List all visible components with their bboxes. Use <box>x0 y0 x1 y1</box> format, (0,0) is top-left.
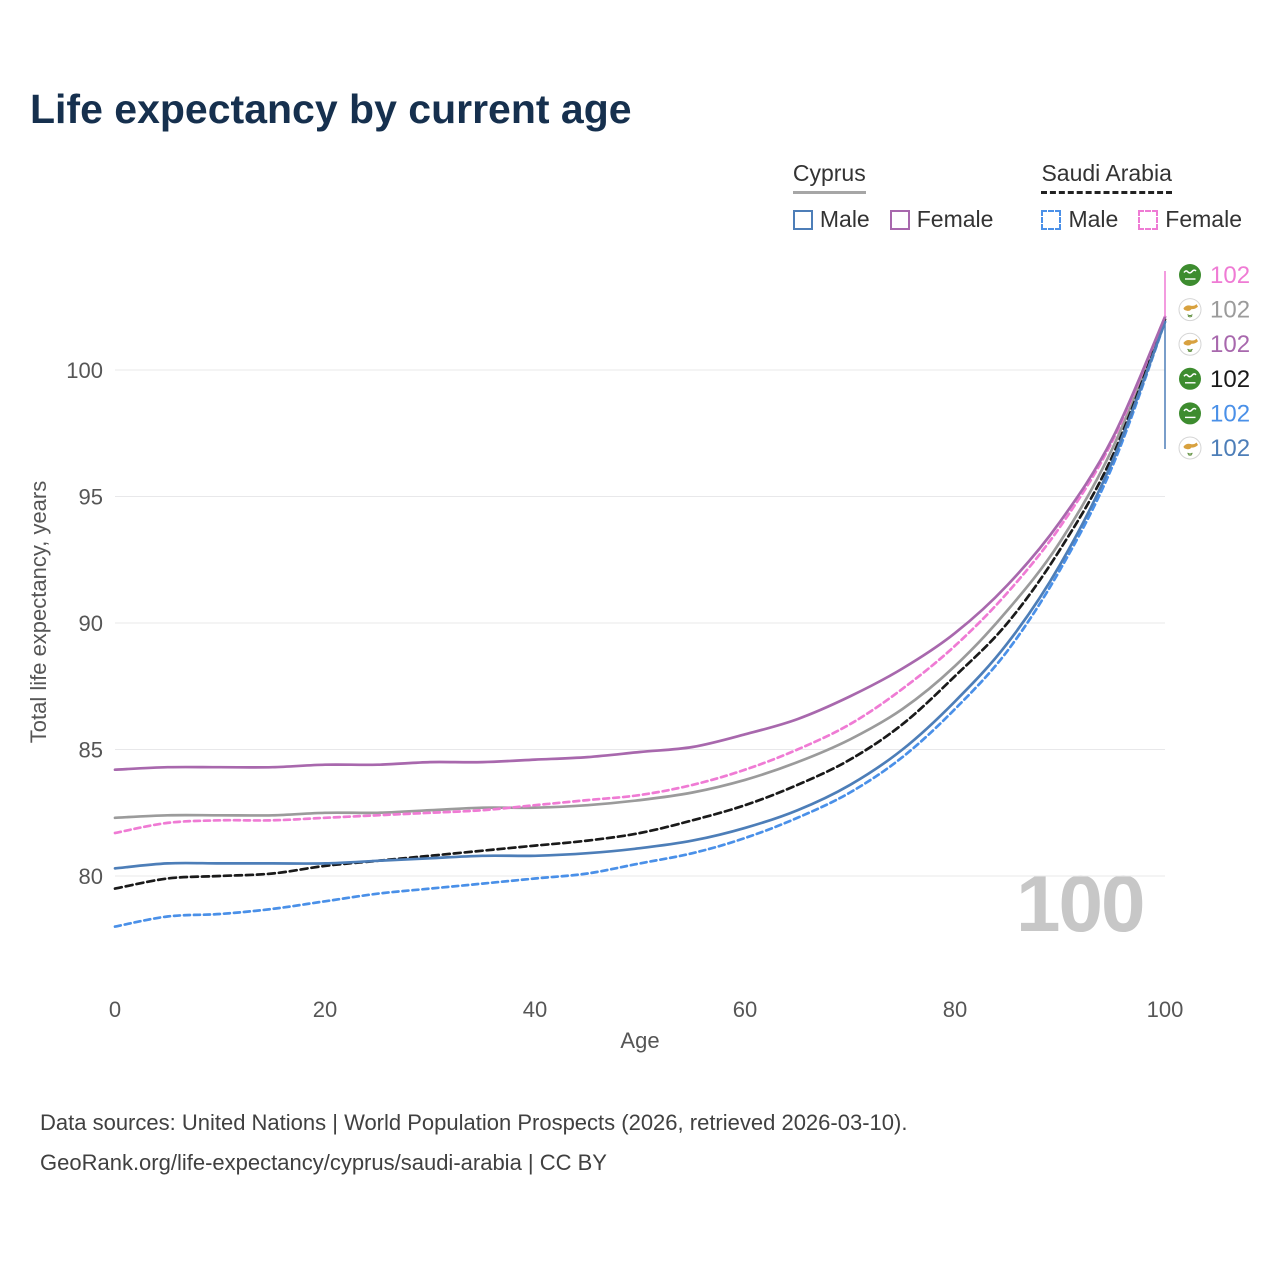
saudi-female-swatch-icon <box>1138 209 1159 230</box>
svg-text:20: 20 <box>313 997 337 1022</box>
svg-text:0: 0 <box>109 997 121 1022</box>
legend-item-saudi-male[interactable]: Male <box>1041 206 1118 233</box>
svg-text:Total life expectancy, years: Total life expectancy, years <box>26 481 51 744</box>
page-title: Life expectancy by current age <box>30 86 632 132</box>
svg-text:100: 100 <box>1147 997 1184 1022</box>
legend-label-saudi-male: Male <box>1068 206 1119 232</box>
legend-group-saudi-arabia: Saudi Arabia Male Female <box>1041 160 1242 233</box>
svg-text:Age: Age <box>620 1028 659 1053</box>
legend-item-saudi-female[interactable]: Female <box>1138 206 1242 233</box>
legend-label-cyprus-female: Female <box>916 206 994 232</box>
svg-text:90: 90 <box>79 611 103 636</box>
svg-text:60: 60 <box>733 997 757 1022</box>
svg-text:95: 95 <box>79 485 103 510</box>
legend-item-cyprus-male[interactable]: Male <box>792 206 870 233</box>
legend-label-cyprus-male: Male <box>819 206 870 232</box>
footer: Data sources: United Nations | World Pop… <box>40 1103 907 1183</box>
svg-text:102: 102 <box>1210 366 1250 393</box>
svg-text:85: 85 <box>79 738 103 763</box>
chart-svg[interactable]: 80 85 90 95 100 0 20 40 60 80 100 Age Total life exp… <box>0 0 1280 1080</box>
legend-item-cyprus-female[interactable]: Female <box>889 206 994 233</box>
cyprus-female-swatch-icon <box>889 209 910 230</box>
data-sources-line: Data sources: United Nations | World Pop… <box>40 1110 908 1135</box>
svg-text:100: 100 <box>66 358 103 383</box>
cyprus-male-swatch-icon <box>792 209 813 230</box>
hover-age-watermark: 100 <box>1016 859 1145 948</box>
legend-country-cyprus[interactable]: Cyprus <box>792 160 866 194</box>
attribution-line: GeoRank.org/life-expectancy/cyprus/saudi… <box>40 1150 607 1175</box>
saudi-male-swatch-icon <box>1041 209 1062 230</box>
legend-country-saudi-arabia[interactable]: Saudi Arabia <box>1041 160 1172 194</box>
chart-legend: Cyprus Male Female Saudi Arabia Male <box>792 160 1242 233</box>
svg-text:40: 40 <box>523 997 547 1022</box>
legend-group-cyprus: Cyprus Male Female <box>792 160 994 233</box>
legend-label-saudi-female: Female <box>1165 206 1242 232</box>
svg-text:102: 102 <box>1210 400 1250 427</box>
legend-items-saudi-arabia: Male Female <box>1041 206 1242 233</box>
svg-text:80: 80 <box>943 997 967 1022</box>
svg-text:102: 102 <box>1210 262 1250 289</box>
svg-text:102: 102 <box>1210 331 1250 358</box>
svg-text:80: 80 <box>79 864 103 889</box>
svg-text:102: 102 <box>1210 297 1250 324</box>
svg-text:102: 102 <box>1210 435 1250 462</box>
legend-items-cyprus: Male Female <box>792 206 994 233</box>
